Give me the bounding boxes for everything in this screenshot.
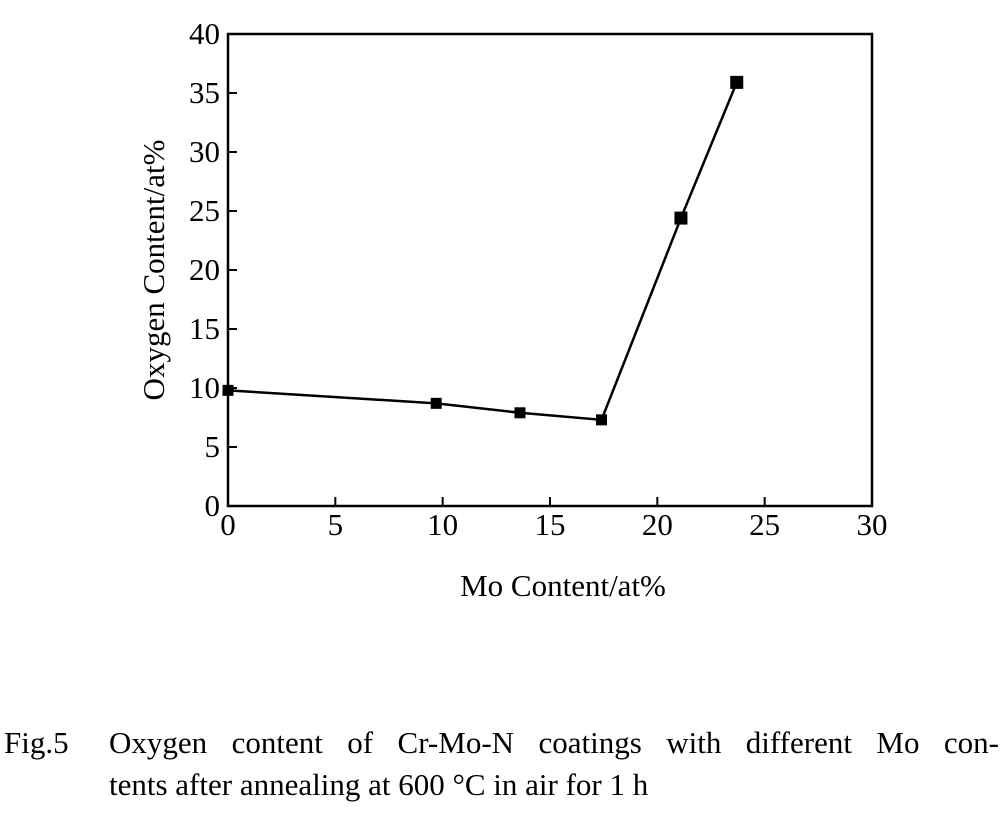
data-point [514,407,526,419]
x-tick-label: 20 [642,507,673,542]
y-axis-title: Oxygen Content/at% [136,140,171,401]
y-tick-label: 15 [189,311,220,346]
line-layer [227,81,738,422]
caption-line-1: Oxygen content of Cr-Mo-N coatings with … [109,725,999,760]
y-tick-label: 40 [189,16,220,51]
caption-label: Fig.5 [4,725,69,760]
tick-label-layer: 0 5 10 15 20 25 30 0 5 10 15 20 25 30 35 40 [189,16,888,542]
x-tick-label: 0 [220,507,236,542]
data-point [430,397,442,409]
y-tick-label: 35 [189,75,220,110]
y-tick-label: 10 [189,370,220,405]
marker-layer [222,75,744,426]
ticks-layer [227,33,873,507]
x-tick-label: 10 [427,507,458,542]
chart: 0 5 10 15 20 25 30 0 5 10 15 20 25 30 35 40 Mo Content/… [136,16,888,603]
y-tick-label: 20 [189,252,220,287]
series-line [227,81,738,422]
data-point [674,211,688,225]
y-tick-label: 5 [205,429,221,464]
x-axis-title: Mo Content/at% [460,568,666,603]
caption-line-2: tents after annealing at 600 °C in air f… [109,767,649,802]
x-tick-label: 25 [749,507,780,542]
y-tick-label: 30 [189,134,220,169]
figure-caption: Fig.5 Oxygen content of Cr-Mo-N coatings… [4,722,999,806]
data-point [596,414,608,426]
y-tick-label: 25 [189,193,220,228]
y-tick-label: 0 [205,488,221,523]
plot-frame [226,32,874,508]
x-tick-label: 15 [535,507,566,542]
x-tick-label: 5 [328,507,344,542]
x-tick-label: 30 [857,507,888,542]
caption-row: Fig.5 Oxygen content of Cr-Mo-N coatings… [4,722,999,764]
data-point [730,75,744,89]
